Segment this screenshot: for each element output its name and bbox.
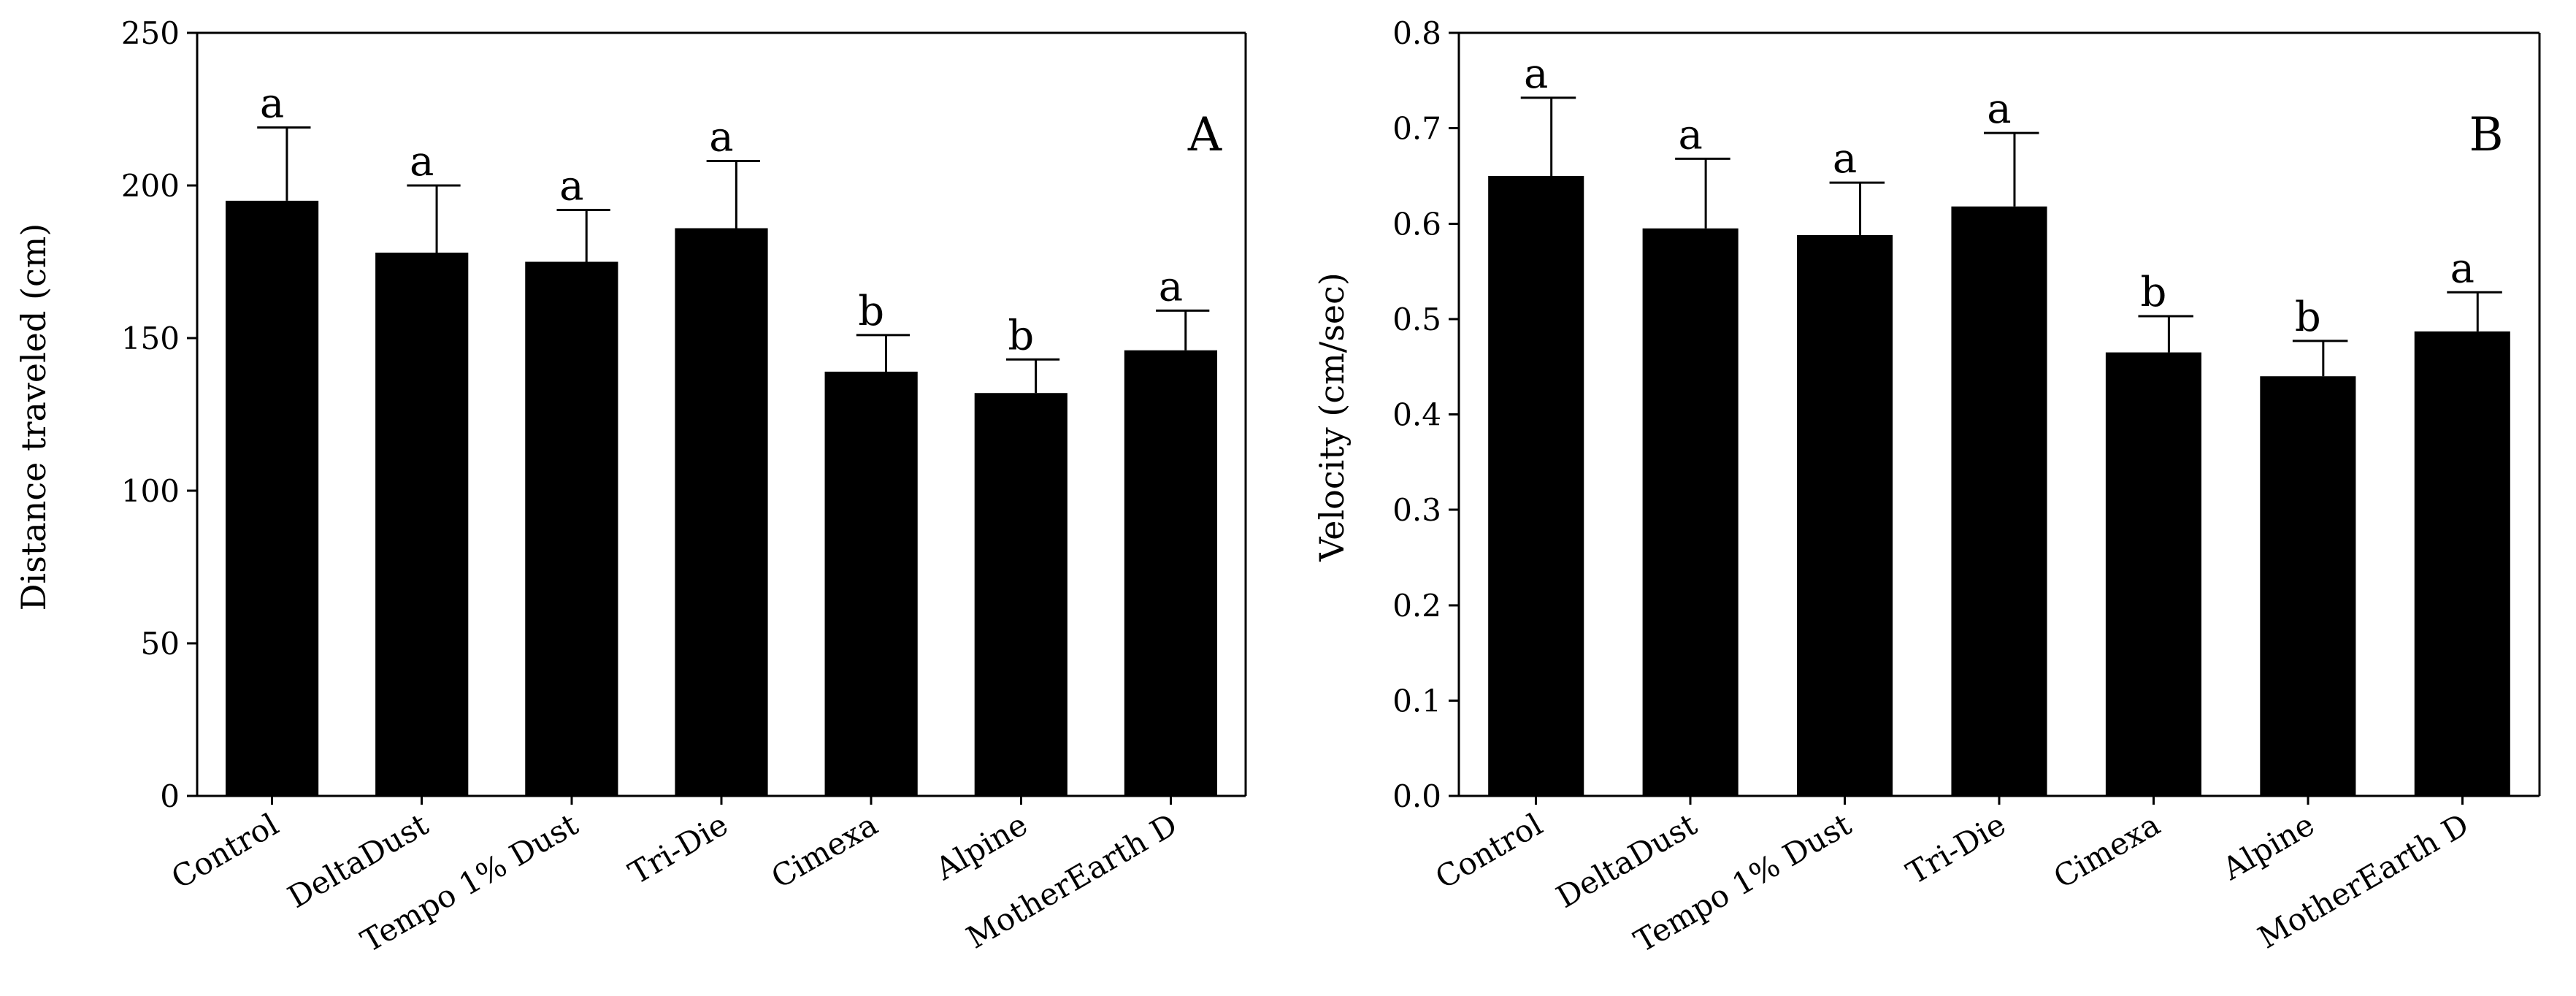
significance-letter: b xyxy=(2140,269,2166,316)
panel-label: B xyxy=(2469,108,2503,162)
significance-letter: a xyxy=(1678,111,1702,158)
significance-letter: a xyxy=(410,138,434,185)
bar-3 xyxy=(675,228,768,796)
y-tick-label: 0.1 xyxy=(1392,683,1441,719)
x-tick-label: Cimexa xyxy=(765,806,883,895)
significance-letter: b xyxy=(1008,312,1034,359)
significance-letter: a xyxy=(1833,135,1857,183)
bar-4 xyxy=(824,371,918,797)
x-tick-label: Cimexa xyxy=(2047,806,2166,895)
x-tick-label: Tri-Die xyxy=(623,806,734,891)
y-tick-label: 0.0 xyxy=(1392,778,1441,814)
y-tick-label: 0.3 xyxy=(1392,492,1441,528)
y-axis-title: Distance traveled (cm) xyxy=(14,223,53,611)
x-tick-label: Control xyxy=(165,806,284,896)
y-tick-label: 0.4 xyxy=(1392,397,1441,433)
y-tick-label: 0.6 xyxy=(1392,206,1441,242)
y-tick-label: 0.2 xyxy=(1392,588,1441,624)
x-tick-label: Tri-Die xyxy=(1901,806,2012,891)
significance-letter: b xyxy=(2295,294,2321,341)
bar-6 xyxy=(1124,350,1218,797)
significance-letter: b xyxy=(858,288,884,335)
chart-panel-a: Distance traveled (cm) A 0 50 100 150 200 250… xyxy=(14,15,1247,959)
bar-2 xyxy=(525,261,618,796)
significance-letter: a xyxy=(1524,50,1548,98)
significance-letter: a xyxy=(260,80,284,128)
bar-5 xyxy=(974,393,1067,796)
bar-5 xyxy=(2260,376,2356,796)
significance-letter: a xyxy=(1159,263,1183,310)
bar-6 xyxy=(2414,331,2510,796)
bar-0 xyxy=(225,200,319,796)
panel-label: A xyxy=(1187,108,1222,162)
y-tick-label: 0.5 xyxy=(1392,302,1441,337)
significance-letter: a xyxy=(2450,245,2475,292)
x-tick-label: Alpine xyxy=(929,806,1033,887)
bar-0 xyxy=(1488,175,1584,796)
bar-2 xyxy=(1797,234,1893,796)
y-axis-title: Velocity (cm/sec) xyxy=(1312,272,1352,562)
bar-1 xyxy=(375,252,469,797)
y-tick-label: 250 xyxy=(121,15,180,51)
significance-letter: a xyxy=(1987,85,2011,133)
y-tick-label: 100 xyxy=(121,473,180,509)
significance-letter: a xyxy=(709,114,733,161)
y-tick-label: 0 xyxy=(160,778,180,814)
y-tick-label: 0.8 xyxy=(1392,15,1441,51)
bar-4 xyxy=(2105,352,2201,796)
chart-panel-b: Velocity (cm/sec) B 0.0 0.1 0.2 0.3 0.4 0.5 0.… xyxy=(1312,15,2541,959)
y-tick-label: 0.7 xyxy=(1392,111,1441,147)
x-tick-label: Alpine xyxy=(2216,806,2320,887)
significance-letter: a xyxy=(559,162,583,210)
x-tick-label: Control xyxy=(1430,806,1549,896)
y-tick-label: 200 xyxy=(121,168,180,204)
bar-1 xyxy=(1642,228,1739,796)
y-tick-label: 150 xyxy=(121,321,180,356)
bar-3 xyxy=(1951,206,2047,796)
y-tick-label: 50 xyxy=(141,626,180,662)
